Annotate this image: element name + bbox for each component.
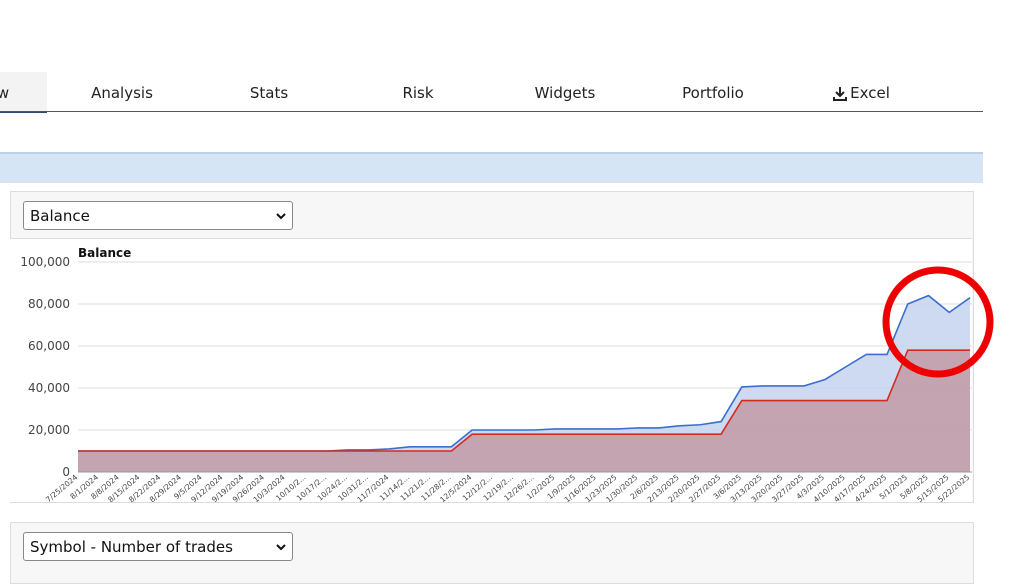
tab[interactable]: Stats (249, 84, 289, 102)
dropdown-text: Symbol - Number of trades (30, 538, 233, 556)
dropdown[interactable]: Symbol - Number of trades (23, 532, 293, 561)
area-fill (78, 350, 970, 472)
tab[interactable]: w (0, 84, 10, 102)
tab[interactable]: Risk (402, 84, 434, 102)
header-band (0, 152, 983, 183)
chevron (276, 544, 286, 551)
dropdown[interactable]: Balance (23, 201, 293, 230)
y-tick-label: 0 (62, 465, 70, 479)
download-icon (833, 87, 847, 101)
chevron (276, 213, 286, 220)
chart-title: Balance (78, 246, 131, 260)
y-tick-label: 100,000 (20, 255, 70, 269)
y-tick-label: 80,000 (28, 297, 70, 311)
active-tab-bg (0, 72, 47, 113)
series-line (78, 349, 970, 452)
dropdown-text: Balance (30, 207, 90, 225)
tab[interactable]: Excel (850, 84, 890, 102)
y-tick-label: 40,000 (28, 381, 70, 395)
tab[interactable]: Widgets (534, 84, 596, 102)
y-tick-label: 20,000 (28, 423, 70, 437)
tab[interactable]: Portfolio (682, 84, 744, 102)
tab-underline (0, 111, 983, 112)
y-tick-label: 60,000 (28, 339, 70, 353)
tab[interactable]: Analysis (91, 84, 153, 102)
